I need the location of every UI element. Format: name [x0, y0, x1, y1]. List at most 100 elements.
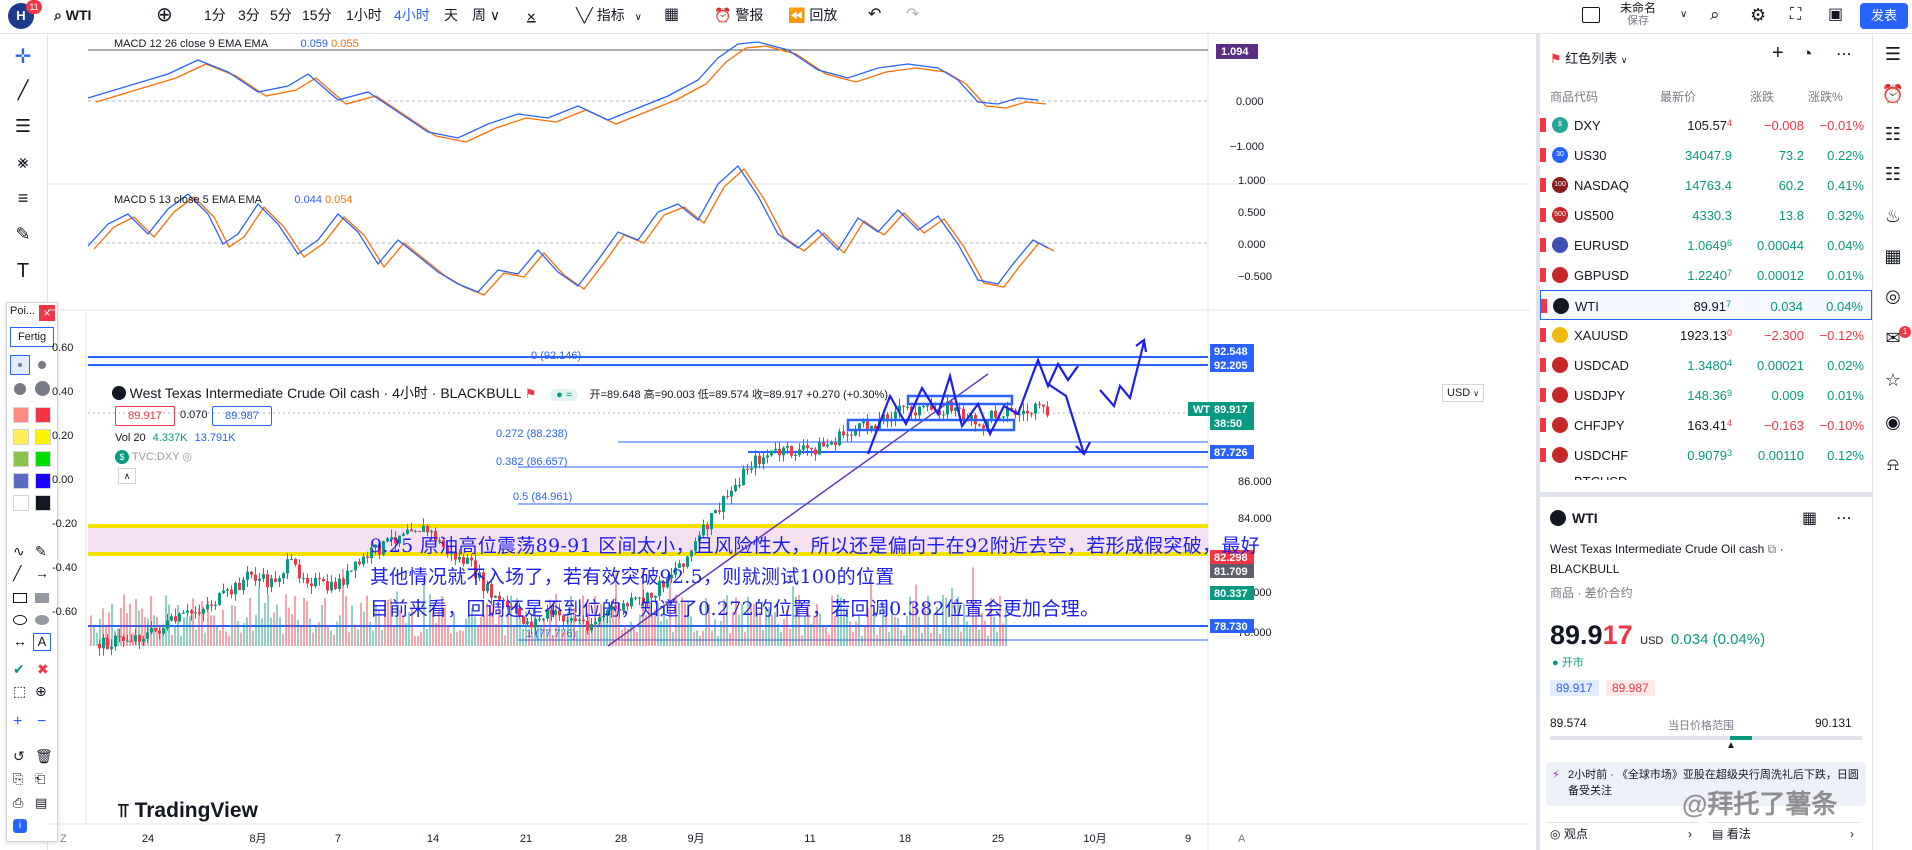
hotlist-icon[interactable]: ☷: [1884, 164, 1902, 184]
watchlist-row-cut[interactable]: BTCUSD: [1574, 474, 1627, 480]
undo-small-icon[interactable]: ↺: [13, 748, 25, 764]
crosshair-icon[interactable]: ✛: [14, 46, 32, 68]
color-swatch[interactable]: [13, 495, 29, 511]
column-header[interactable]: 商品代码: [1550, 90, 1599, 104]
indicators-button[interactable]: ╲╱ 指标 ∨: [576, 7, 642, 23]
layout-toggle-icon[interactable]: [1582, 7, 1600, 23]
news-card[interactable]: ⚡ 2小时前 · 《全球市场》亚股在超级央行周洗礼后下跌，日圆备受关注: [1546, 762, 1866, 806]
watchlist-row[interactable]: 500 US500 4330.3 13.8 0.32%: [1540, 200, 1872, 230]
line-icon[interactable]: ╱: [13, 565, 22, 581]
info-icon[interactable]: i: [13, 819, 27, 833]
volume-legend[interactable]: Vol 20 4.337K 13.791K: [115, 432, 236, 444]
undo-button[interactable]: ↶: [868, 6, 882, 23]
interval-4[interactable]: 1小时: [346, 7, 382, 23]
watchlist-row[interactable]: USDCHF 0.90793 0.00110 0.12%: [1540, 440, 1872, 470]
layouts-button[interactable]: ▦: [664, 6, 680, 23]
minus-icon[interactable]: −: [37, 713, 47, 730]
compare-legend[interactable]: $ TVC:DXY ◎: [115, 450, 192, 464]
dot-xlarge-icon[interactable]: [35, 381, 50, 396]
interval-2[interactable]: 5分: [270, 7, 292, 23]
redo-button[interactable]: ↷: [906, 6, 920, 23]
fire-icon[interactable]: ♨: [1884, 206, 1902, 226]
color-swatch[interactable]: [13, 451, 29, 467]
watchlist-row[interactable]: GBPUSD 1.22407 0.00012 0.01%: [1540, 260, 1872, 290]
watchlist-icon[interactable]: ☰: [1884, 44, 1902, 64]
detail-layout-icon[interactable]: ▦: [1802, 510, 1818, 527]
alert-button[interactable]: ⏰ 警报: [714, 7, 764, 23]
annotation-line-1[interactable]: 9.25 原油高位震荡89-91 区间太小，且风险性大，所以还是偏向于在92附近…: [370, 535, 1260, 557]
ideas-tab[interactable]: ◎ 观点 ›: [1546, 822, 1698, 844]
layout-name[interactable]: 未命名 保存: [1620, 1, 1657, 28]
column-header[interactable]: 涨跌: [1750, 90, 1775, 104]
pattern-icon[interactable]: ⨳: [17, 152, 29, 172]
chat-icon[interactable]: ✉: [1885, 328, 1901, 348]
alarm-clock-icon[interactable]: ⏰: [1881, 84, 1905, 104]
interval-3[interactable]: 15分: [302, 7, 332, 23]
trend-line-icon[interactable]: ╱: [17, 80, 29, 100]
paste-icon[interactable]: ⎗: [35, 771, 46, 786]
copy-icon[interactable]: ⎘: [13, 771, 24, 786]
interval-7[interactable]: 周 ∨: [472, 7, 501, 23]
data-window-icon[interactable]: ☷: [1884, 124, 1902, 144]
views-tab[interactable]: ▤ 看法 ›: [1708, 822, 1860, 844]
fib-icon[interactable]: ≡: [17, 188, 29, 208]
ellipse-icon[interactable]: [13, 615, 27, 625]
trash-icon[interactable]: 🗑: [35, 748, 53, 764]
dot-medium-icon[interactable]: [38, 361, 46, 369]
line-style-icon[interactable]: ∿: [13, 543, 25, 559]
chart-type-button[interactable]: ⨱: [526, 5, 537, 25]
watchlist-row[interactable]: XAUUSD 1923.130 −2.300 −0.12%: [1540, 320, 1872, 350]
calendar-icon[interactable]: ▦: [1884, 246, 1902, 266]
filled-ellipse-icon[interactable]: [35, 615, 49, 625]
watchlist-row[interactable]: USDJPY 148.369 0.009 0.01%: [1540, 380, 1872, 410]
annotation-line-2[interactable]: 其他情况就不入场了，若有效突破92.5，则就测试100的位置: [370, 566, 895, 588]
annotation-line-3[interactable]: 目前来看，回调还是不到位的，知道了0.272的位置，若回调0.382位置会更加合…: [370, 598, 1100, 620]
detail-type[interactable]: 商品 · 差价合约: [1550, 586, 1633, 600]
compare-add-button[interactable]: ⊕: [156, 4, 173, 26]
more-options-icon[interactable]: ⋯: [1836, 46, 1852, 63]
symbol-search[interactable]: ⌕ WTI: [54, 7, 92, 23]
color-swatch[interactable]: [35, 451, 51, 467]
ask-box[interactable]: 89.987: [212, 406, 272, 426]
replay-button[interactable]: ⏪ 回放: [788, 7, 838, 23]
interval-0[interactable]: 1分: [204, 7, 226, 23]
detail-more-icon[interactable]: ⋯: [1836, 510, 1852, 527]
measure-icon[interactable]: ↔: [13, 633, 27, 649]
print-icon[interactable]: ⎙: [13, 795, 24, 810]
camera-icon[interactable]: ▣: [1828, 6, 1844, 23]
pencil-icon[interactable]: ✎: [35, 543, 47, 559]
fullscreen-icon[interactable]: ⛶: [1790, 6, 1802, 23]
column-header[interactable]: 涨跌%: [1808, 90, 1843, 104]
macd2-legend[interactable]: MACD 5 13 close 5 EMA EMA 0.044 0.054: [114, 194, 353, 206]
cancel-icon[interactable]: ✖: [37, 661, 49, 677]
pie-chart-icon[interactable]: ◔: [1802, 44, 1813, 63]
chart-area[interactable]: 0.000 −1.000 1.094 1.000 0.500 0.000 −0.500 0 (…: [48, 34, 1530, 850]
interval-6[interactable]: 天: [444, 7, 458, 23]
text-a-icon[interactable]: A: [33, 633, 51, 651]
chart-canvas[interactable]: 0.000 −1.000 1.094 1.000 0.500 0.000 −0.500 0 (…: [48, 34, 1530, 850]
done-button[interactable]: Fertig: [10, 327, 54, 347]
horizontal-lines-icon[interactable]: ☰: [14, 116, 32, 136]
zoom-in-icon[interactable]: ⊕: [35, 683, 47, 699]
watchlist-row[interactable]: 30 US30 34047.9 73.2 0.22%: [1540, 140, 1872, 170]
detail-name[interactable]: West Texas Intermediate Crude Oil cash ⧉…: [1550, 542, 1784, 556]
currency-select[interactable]: USD ∨: [1442, 384, 1485, 402]
color-swatch[interactable]: [35, 495, 51, 511]
text-tool-icon[interactable]: T: [16, 260, 30, 282]
light-bulb-icon[interactable]: ☆: [1884, 370, 1902, 390]
plus-icon[interactable]: +: [13, 713, 23, 730]
arrow-icon[interactable]: →: [35, 565, 49, 581]
bid-box[interactable]: 89.917: [115, 406, 175, 426]
color-swatch[interactable]: [13, 407, 29, 423]
crop-icon[interactable]: ⬚: [13, 683, 27, 699]
confirm-icon[interactable]: ✔: [13, 661, 25, 677]
save-icon[interactable]: ▤: [35, 795, 48, 810]
ideas-icon[interactable]: ◎: [1885, 286, 1901, 306]
color-swatch[interactable]: [35, 407, 51, 423]
color-swatch[interactable]: [13, 473, 29, 489]
watchlist-row[interactable]: WTI 89.917 0.034 0.04%: [1540, 290, 1872, 320]
color-swatch[interactable]: [35, 473, 51, 489]
collapse-legend-button[interactable]: ∧: [118, 468, 136, 484]
settings-gear-icon[interactable]: ⚙: [1750, 5, 1767, 25]
dot-large-icon[interactable]: [14, 383, 26, 395]
